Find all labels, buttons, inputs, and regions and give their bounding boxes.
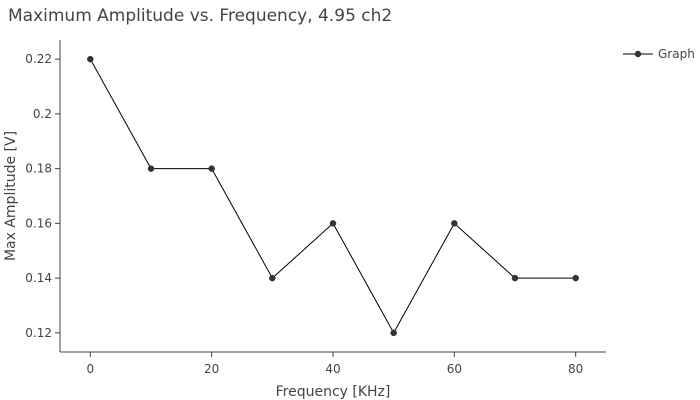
legend: Graph: [623, 47, 695, 61]
y-axis-label: Max Amplitude [V]: [3, 131, 19, 261]
legend-marker: [634, 50, 642, 58]
data-point[interactable]: [390, 329, 397, 337]
data-point[interactable]: [451, 220, 458, 227]
x-tick-label: 0: [87, 362, 95, 376]
y-tick-label: 0.14: [25, 271, 52, 285]
y-tick-label: 0.22: [25, 52, 52, 66]
x-tick-label: 20: [204, 362, 219, 376]
data-point[interactable]: [572, 274, 579, 282]
series-group: [87, 55, 579, 337]
y-tick-label: 0.16: [25, 216, 52, 230]
series-line-0: [89, 58, 576, 334]
data-point[interactable]: [87, 55, 94, 63]
data-point[interactable]: [269, 274, 276, 282]
y-tick-label: 0.18: [25, 162, 52, 176]
x-tick-label: 40: [325, 362, 340, 376]
x-tick-label: 80: [568, 362, 583, 376]
data-point[interactable]: [208, 165, 215, 172]
x-tick-label: 60: [447, 362, 462, 376]
chart-title: Maximum Amplitude vs. Frequency, 4.95 ch…: [8, 6, 392, 26]
data-point[interactable]: [147, 165, 155, 172]
y-tick-label: 0.2: [33, 107, 52, 121]
y-tick-label: 0.12: [25, 326, 52, 340]
data-point[interactable]: [329, 220, 337, 227]
data-point[interactable]: [511, 274, 519, 282]
x-ticks: 0 20 40 60 80: [87, 352, 583, 376]
x-axis-label: Frequency [KHz]: [276, 384, 391, 400]
legend-label-graph: Graph: [658, 47, 695, 61]
y-ticks: 0.12 0.14 0.16 0.18 0.2 0.22: [25, 52, 60, 340]
